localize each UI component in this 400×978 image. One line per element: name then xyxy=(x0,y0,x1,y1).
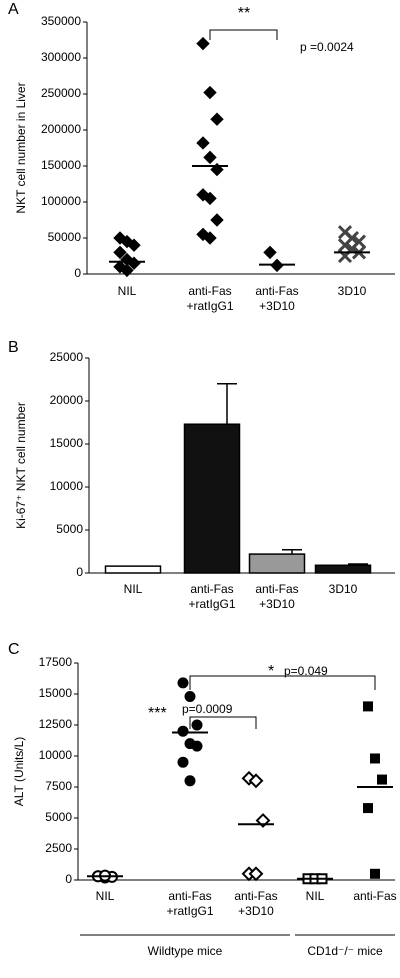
y-tick-label: 0 xyxy=(65,872,72,886)
data-point xyxy=(191,719,203,731)
bracket xyxy=(209,29,278,40)
data-point xyxy=(248,773,264,789)
bar xyxy=(183,423,241,574)
data-point xyxy=(196,36,210,51)
bar xyxy=(248,553,306,574)
x-tick-label: anti-Fas +3D10 xyxy=(255,284,298,313)
y-tick-label: 0 xyxy=(74,266,81,280)
annotation: *** xyxy=(148,705,167,722)
y-tick-label: 2500 xyxy=(45,841,72,855)
data-point xyxy=(113,245,127,260)
bracket xyxy=(189,675,376,690)
x-tick-label: anti-Fas +3D10 xyxy=(234,889,277,918)
panel-letter: C xyxy=(8,641,20,658)
data-point xyxy=(370,753,380,764)
y-tick-label: 200000 xyxy=(41,122,81,136)
data-point xyxy=(120,263,134,278)
data-point xyxy=(377,774,387,785)
y-tick-label: 350000 xyxy=(41,14,81,28)
data-point xyxy=(363,803,373,814)
data-point xyxy=(363,701,373,712)
annotation: p =0.0024 xyxy=(300,40,354,54)
bar xyxy=(314,564,372,574)
y-tick-label: 0 xyxy=(76,565,83,579)
data-point xyxy=(184,690,196,702)
data-point xyxy=(210,112,224,126)
y-axis-label: ALT (Units/L) xyxy=(12,737,26,807)
x-tick-label: anti-Fas +ratIgG1 xyxy=(186,284,233,313)
data-point xyxy=(210,213,224,227)
y-tick-label: 17500 xyxy=(39,655,73,669)
group-label: CD1d⁻/⁻ mice xyxy=(307,944,383,958)
data-point xyxy=(196,136,210,150)
y-tick-label: 10000 xyxy=(39,748,73,762)
data-point xyxy=(177,725,189,737)
y-axis-label: Ki-67⁺ NKT cell number xyxy=(14,402,28,529)
y-axis-label: NKT cell number in Liver xyxy=(14,82,28,213)
y-tick-label: 10000 xyxy=(50,479,84,493)
x-tick-label: NIL xyxy=(306,889,325,903)
y-tick-label: 15000 xyxy=(50,436,84,450)
data-point xyxy=(370,868,380,879)
x-tick-label: 3D10 xyxy=(329,582,358,596)
x-tick-label: 3D10 xyxy=(338,284,367,298)
data-point xyxy=(203,231,217,245)
x-tick-label: NIL xyxy=(118,284,137,298)
annotation: p=0.0009 xyxy=(182,702,233,716)
x-tick-label: anti-Fas +ratIgG1 xyxy=(166,889,213,918)
y-tick-label: 15000 xyxy=(39,686,73,700)
data-point xyxy=(263,245,277,260)
data-point xyxy=(177,756,189,768)
y-tick-label: 300000 xyxy=(41,50,81,64)
group-label: Wildtype mice xyxy=(148,944,223,958)
y-tick-label: 100000 xyxy=(41,194,81,208)
annotation: * xyxy=(268,663,274,680)
y-tick-label: 150000 xyxy=(41,158,81,172)
data-point xyxy=(203,85,217,100)
data-point xyxy=(127,238,141,252)
x-tick-label: anti-Fas +ratIgG1 xyxy=(188,582,235,611)
x-tick-label: anti-Fas xyxy=(353,889,396,903)
x-tick-label: anti-Fas +3D10 xyxy=(255,582,298,611)
bracket xyxy=(189,716,257,729)
y-tick-label: 5000 xyxy=(45,810,72,824)
x-tick-label: NIL xyxy=(96,889,115,903)
data-point xyxy=(337,238,353,253)
annotation: p=0.049 xyxy=(284,664,328,678)
y-tick-label: 12500 xyxy=(39,717,73,731)
y-tick-label: 25000 xyxy=(50,350,84,364)
data-point xyxy=(203,150,217,165)
y-tick-label: 20000 xyxy=(50,393,84,407)
y-tick-label: 250000 xyxy=(41,86,81,100)
y-tick-label: 50000 xyxy=(48,230,82,244)
annotation: ** xyxy=(238,5,250,22)
x-tick-label: NIL xyxy=(124,582,143,596)
data-point xyxy=(248,866,264,882)
y-tick-label: 5000 xyxy=(56,522,83,536)
data-point xyxy=(177,677,189,689)
y-tick-label: 7500 xyxy=(45,779,72,793)
data-point xyxy=(191,740,203,752)
data-point xyxy=(184,775,196,787)
error-bar xyxy=(217,383,237,425)
data-point xyxy=(203,191,217,206)
bar xyxy=(104,565,162,574)
panel-letter: A xyxy=(8,1,19,18)
panel-letter: B xyxy=(8,339,19,356)
